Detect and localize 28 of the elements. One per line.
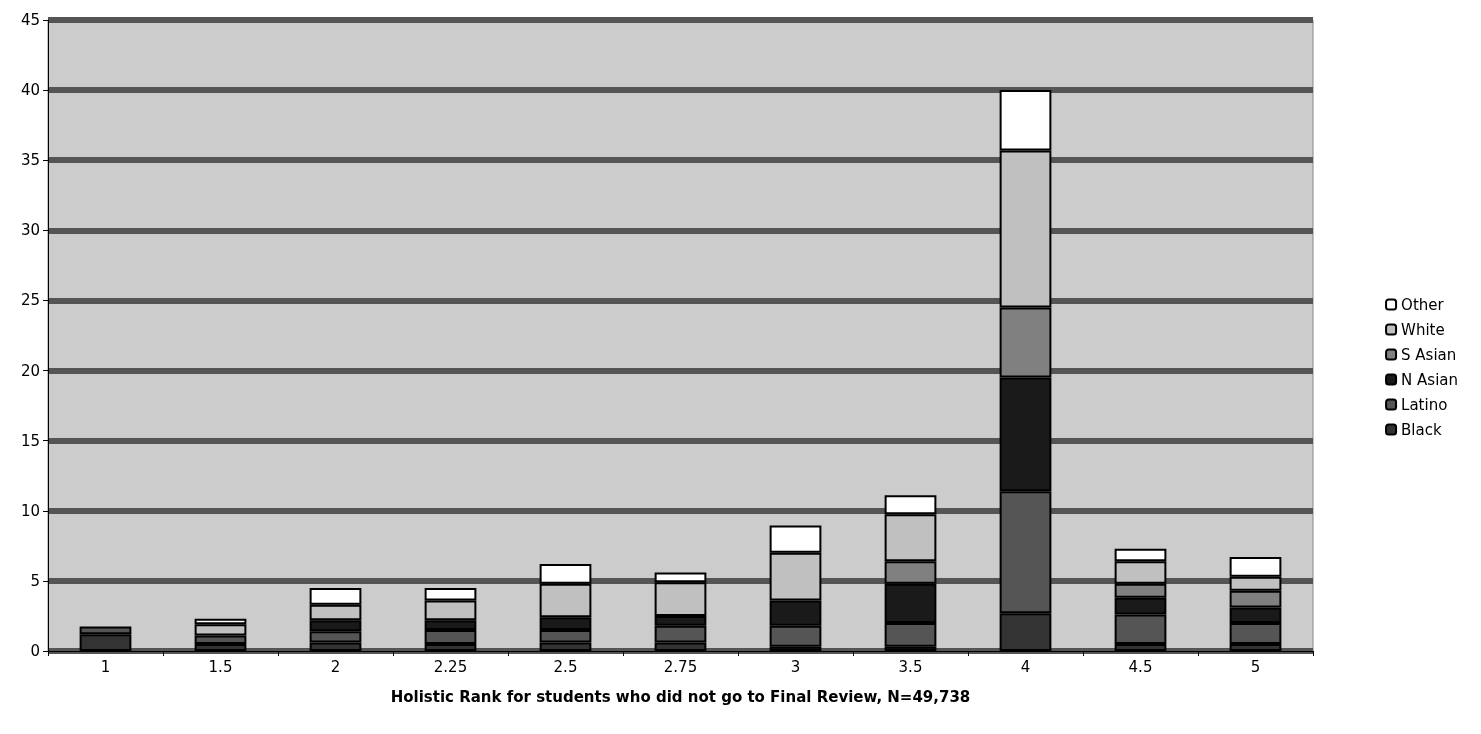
x-axis-title: Holistic Rank for students who did not go to Final Review, N=49,738 bbox=[390, 687, 971, 706]
x-tick-label: 2.25 bbox=[433, 657, 468, 676]
y-tick-label: 20 bbox=[20, 361, 40, 380]
x-tick-label: 1.5 bbox=[208, 657, 233, 676]
legend-label: Latino bbox=[1401, 395, 1448, 414]
y-tick-label: 35 bbox=[20, 151, 40, 170]
x-tick-label: 2.75 bbox=[663, 657, 698, 676]
y-tick-label: 0 bbox=[30, 642, 40, 660]
x-tick-label: 3.5 bbox=[898, 657, 923, 676]
y-tick-label: 25 bbox=[20, 291, 40, 310]
legend-label: N Asian bbox=[1401, 370, 1459, 389]
x-tick-label: 2 bbox=[330, 657, 341, 676]
legend-label: White bbox=[1401, 320, 1445, 339]
y-tick-label: 40 bbox=[20, 81, 40, 100]
x-tick-label: 4.5 bbox=[1128, 657, 1153, 676]
x-tick-label: 2.5 bbox=[553, 657, 578, 676]
x-tick-label: 4 bbox=[1020, 657, 1031, 676]
y-tick-label: 10 bbox=[20, 501, 40, 520]
x-tick-label: 3 bbox=[790, 657, 801, 676]
y-tick-label: 45 bbox=[20, 11, 40, 29]
legend-label: S Asian bbox=[1401, 345, 1457, 364]
y-tick-label: 5 bbox=[30, 571, 40, 590]
y-tick-label: 15 bbox=[20, 431, 40, 450]
x-tick-label: 1 bbox=[100, 657, 111, 676]
legend-label: Black bbox=[1401, 420, 1442, 439]
y-tick-label: 30 bbox=[20, 221, 40, 240]
x-tick-label: 5 bbox=[1250, 657, 1261, 676]
legend-label: Other bbox=[1401, 295, 1445, 314]
